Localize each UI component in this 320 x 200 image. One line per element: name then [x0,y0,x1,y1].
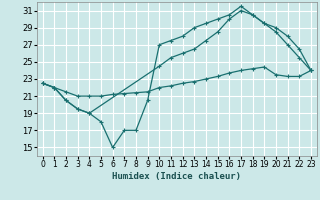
X-axis label: Humidex (Indice chaleur): Humidex (Indice chaleur) [112,172,241,181]
